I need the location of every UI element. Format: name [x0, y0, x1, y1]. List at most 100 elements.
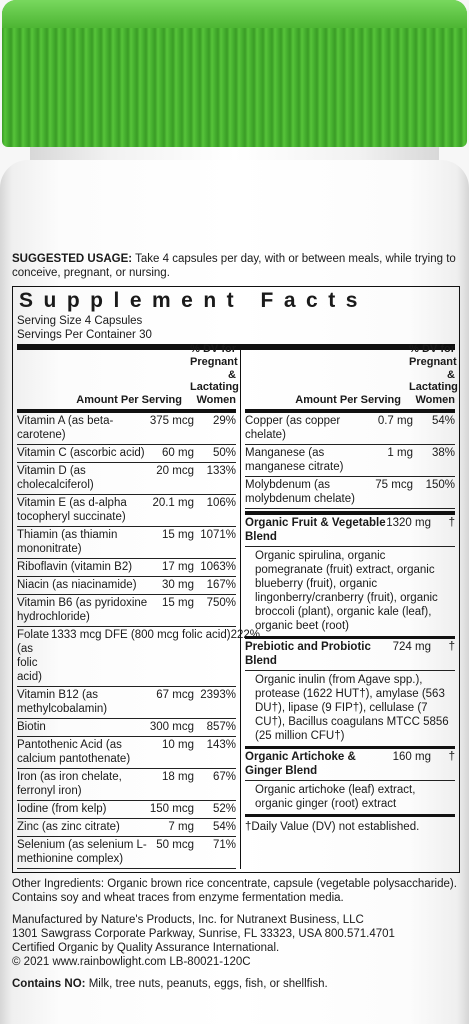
nutrient-row: Thiamin (as thiamin mononitrate) 15 mg 107… [17, 527, 236, 559]
supplement-facts-title: Supplement Facts [19, 289, 368, 313]
nutrient-name: Iron (as iron chelate, ferronyl iron) [17, 771, 122, 798]
nutrient-amount: 0.7 mg [377, 414, 413, 427]
nutrient-row: Vitamin D (as cholecalciferol) 20 mcg 133% [17, 463, 236, 495]
blend-ingredients: Organic inulin (from Agave spp.), protea… [245, 671, 455, 749]
nutrient-row: Biotin 300 mcg 857% [17, 719, 236, 737]
nutrient-dv: 2393% [200, 688, 236, 701]
nutrient-dv: 67% [212, 771, 236, 784]
manufacturer-info: Manufactured by Nature's Products, Inc. … [12, 914, 395, 969]
blend-name: Prebiotic and Probiotic Blend [245, 640, 371, 667]
nutrient-amount: 60 mg [162, 446, 194, 459]
nutrient-name: Folate (as folic acid) [17, 628, 49, 683]
supplement-facts-panel: Supplement Facts Serving Size 4 Capsules… [12, 286, 460, 874]
dv-footnote: †Daily Value (DV) not established. [245, 821, 420, 834]
nutrient-amount: 300 mcg [149, 720, 194, 733]
nutrient-dv: 52% [212, 803, 236, 816]
nutrient-name: Molybdenum (as molybdenum chelate) [245, 478, 355, 505]
blend-name: Organic Fruit & Vegetable Blend [245, 516, 386, 543]
nutrient-name: Thiamin (as thiamin mononitrate) [17, 528, 118, 555]
nutrient-amount: 50 mcg [156, 839, 194, 852]
blend-ingredients: Organic spirulina, organic pomegranate (… [245, 547, 455, 639]
nutrient-name: Copper (as copper chelate) [245, 414, 341, 441]
nutrient-row: Vitamin B12 (as methylcobalamin) 67 mcg 23… [17, 687, 236, 719]
blend-dv: † [448, 516, 455, 529]
nutrient-row: Vitamin B6 (as pyridoxine hydrochloride)… [17, 595, 236, 627]
column-header: Amount Per Serving % DV for Pregnant & L… [76, 343, 239, 407]
nutrient-row: Vitamin E (as d-alpha tocopheryl succina… [17, 495, 236, 527]
nutrient-dv: 150% [425, 478, 455, 491]
facts-left-column: Amount Per Serving % DV for Pregnant & L… [17, 343, 260, 870]
nutrient-amount: 67 mcg [156, 688, 194, 701]
nutrient-name: Vitamin E (as d-alpha tocopheryl succina… [17, 496, 127, 523]
blend-header: Prebiotic and Probiotic Blend 724 mg † [245, 639, 455, 671]
nutrient-name: Vitamin C (ascorbic acid) [17, 446, 145, 459]
nutrient-amount: 17 mg [162, 560, 194, 573]
nutrient-amount: 1 mg [387, 446, 413, 459]
nutrient-amount: 1333 mcg DFE (800 mcg folic acid) [50, 628, 231, 641]
nutrient-dv: 106% [206, 496, 236, 509]
nutrient-row: Iron (as iron chelate, ferronyl iron) 18 … [17, 769, 236, 802]
nutrient-dv: 54% [212, 821, 236, 834]
nutrient-dv: 133% [206, 464, 236, 477]
blend-amount: 724 mg [392, 640, 431, 653]
allergen-statement: Contains NO: Milk, tree nuts, peanuts, e… [12, 978, 328, 991]
nutrient-amount: 150 mcg [149, 803, 194, 816]
nutrient-name: Zinc (as zinc citrate) [17, 821, 120, 834]
product-label: SUGGESTED USAGE: Take 4 capsules per day… [12, 252, 460, 991]
nutrient-row: Copper (as copper chelate) 0.7 mg 54% [245, 413, 455, 445]
blend-amount: 1320 mg [386, 516, 431, 529]
nutrient-row: Folate (as folic acid) 1333 mcg DFE (800 … [17, 627, 260, 687]
nutrient-row: Niacin (as niacinamide) 30 mg 167% [17, 577, 236, 595]
serving-size: Serving Size 4 Capsules [17, 314, 143, 327]
nutrient-list-left: Vitamin A (as beta-carotene) 375 mcg 29% Vi… [17, 413, 260, 870]
nutrient-row: Selenium (as selenium L-methionine compl… [17, 837, 236, 870]
bottle-cap [2, 0, 467, 147]
nutrient-row: Zinc (as zinc citrate) 7 mg 54% [17, 819, 236, 838]
nutrient-name: Biotin [17, 720, 46, 733]
nutrient-name: Vitamin D (as cholecalciferol) [17, 464, 94, 491]
facts-right-column: Amount Per Serving % DV for Pregnant & L… [241, 343, 458, 869]
blend-header: Organic Fruit & Vegetable Blend 1320 mg † [245, 515, 455, 547]
nutrient-list-right: Copper (as copper chelate) 0.7 mg 54% Manga… [245, 413, 455, 509]
nutrient-name: Selenium (as selenium L-methionine compl… [17, 839, 147, 866]
nutrient-row: Iodine (from kelp) 150 mcg 52% [17, 801, 236, 820]
facts-columns: Amount Per Serving % DV for Pregnant & L… [17, 343, 458, 870]
column-header: Amount Per Serving % DV for Pregnant & L… [295, 343, 458, 407]
nutrient-dv: 857% [206, 720, 236, 733]
other-ingredients: Other Ingredients: Organic brown rice co… [12, 878, 457, 905]
nutrient-dv: 29% [212, 414, 236, 427]
nutrient-dv: 1063% [200, 560, 236, 573]
nutrient-amount: 30 mg [162, 578, 194, 591]
nutrient-dv: 1071% [200, 528, 236, 541]
nutrient-dv: 50% [212, 446, 236, 459]
nutrient-dv: 167% [206, 578, 236, 591]
nutrient-dv: 71% [212, 839, 236, 852]
nutrient-dv: 38% [431, 446, 455, 459]
suggested-usage: SUGGESTED USAGE: Take 4 capsules per day… [12, 253, 456, 280]
servings-per-container: Servings Per Container 30 [17, 328, 152, 341]
nutrient-name: Riboflavin (vitamin B2) [17, 560, 133, 573]
nutrient-amount: 15 mg [162, 528, 194, 541]
blend-list: Organic Fruit & Vegetable Blend 1320 mg † O… [245, 515, 455, 818]
nutrient-row: Molybdenum (as molybdenum chelate) 75 mcg… [245, 477, 455, 509]
nutrient-amount: 375 mcg [149, 414, 194, 427]
nutrient-row: Manganese (as manganese citrate) 1 mg 38% [245, 445, 455, 477]
nutrient-row: Riboflavin (vitamin B2) 17 mg 1063% [17, 559, 236, 577]
nutrient-amount: 20 mcg [156, 464, 194, 477]
nutrient-amount: 15 mg [162, 596, 194, 609]
nutrient-dv: 750% [206, 596, 236, 609]
nutrient-amount: 18 mg [162, 771, 194, 784]
nutrient-amount: 20.1 mg [152, 496, 194, 509]
blend-name: Organic Artichoke & Ginger Blend [245, 751, 356, 778]
blend-ingredients: Organic artichoke (leaf) extract, organi… [245, 781, 455, 818]
nutrient-row: Vitamin A (as beta-carotene) 375 mcg 29% [17, 413, 236, 445]
nutrient-amount: 7 mg [168, 821, 194, 834]
nutrient-dv: 143% [206, 738, 236, 751]
nutrient-name: Iodine (from kelp) [17, 803, 107, 816]
blend-amount: 160 mg [392, 751, 431, 763]
nutrient-row: Vitamin C (ascorbic acid) 60 mg 50% [17, 445, 236, 463]
nutrient-name: Pantothenic Acid (as calcium pantothenat… [17, 738, 131, 765]
nutrient-amount: 75 mcg [375, 478, 413, 491]
nutrient-amount: 10 mg [162, 738, 194, 751]
